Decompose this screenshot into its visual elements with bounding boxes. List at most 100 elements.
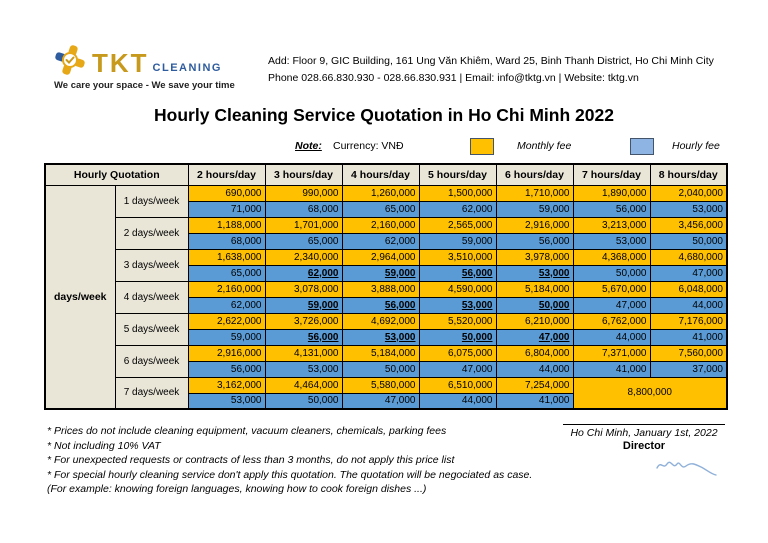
hourly-fee-cell: 62,000 [418,200,497,218]
hourly-fee-cell: 47,000 [572,296,651,314]
monthly-fee-cell: 6,210,000 [495,312,574,330]
company-address: Add: Floor 9, GIC Building, 161 Ung Văn … [268,55,714,67]
hourly-fee-cell: 50,000 [341,360,420,378]
monthly-fee-cell: 7,371,000 [572,344,651,362]
column-header-8h: 8 hours/day [649,163,728,186]
hourly-fee-row: 59,000 56,000 53,000 50,000 47,000 44,000 41,0… [45,328,728,346]
monthly-fee-cell: 3,213,000 [572,216,651,234]
hourly-fee-cell: 56,000 [572,200,651,218]
hourly-fee-row: 71,000 68,000 65,000 62,000 59,000 56,000 53,0… [45,200,728,218]
monthly-fee-cell: 3,510,000 [418,248,497,266]
hourly-fee-cell: 50,000 [649,232,728,250]
hourly-fee-cell: 44,000 [495,360,574,378]
row-label-4-days/week: 4 days/week [114,280,189,314]
note-legend-row: Note: Currency: VNĐ Monthly fee Hourly f… [0,137,768,157]
monthly-fee-row: 4 days/week 2,160,000 3,078,000 3,888,000 4,… [45,280,728,314]
row-label-2-days/week: 2 days/week [114,216,189,250]
row-label-5-days/week: 5 days/week [114,312,189,346]
monthly-fee-cell: 690,000 [187,184,266,202]
hourly-fee-cell: 47,000 [418,360,497,378]
monthly-fee-cell: 4,692,000 [341,312,420,330]
monthly-fee-cell: 7,560,000 [649,344,728,362]
row-label-1-days/week: 1 days/week [114,184,189,218]
hourly-fee-cell: 41,000 [572,360,651,378]
hourly-fee-cell: 68,000 [264,200,343,218]
quotation-table: Hourly Quotation 2 hours/day 3 hours/day 4 … [44,163,728,410]
column-header-3h: 3 hours/day [264,163,343,186]
column-header-5h: 5 hours/day [418,163,497,186]
row-label-3-days/week: 3 days/week [114,248,189,282]
monthly-fee-cell: 1,188,000 [187,216,266,234]
hourly-fee-cell: 53,000 [341,328,420,346]
hourly-fee-cell: 59,000 [418,232,497,250]
hourly-fee-cell: 68,000 [187,232,266,250]
hourly-fee-row: 53,000 50,000 47,000 44,000 41,000 [45,392,727,410]
hourly-fee-swatch [630,138,654,155]
hourly-fee-cell: 50,000 [418,328,497,346]
monthly-fee-cell: 2,040,000 [649,184,728,202]
hourly-fee-cell: 50,000 [495,296,574,314]
monthly-fee-cell: 4,131,000 [264,344,343,362]
hourly-fee-cell: 56,000 [187,360,266,378]
monthly-fee-cell: 1,890,000 [572,184,651,202]
merged-fee-cell: 8,800,000 [572,376,728,410]
monthly-fee-cell: 4,368,000 [572,248,651,266]
monthly-fee-cell: 7,254,000 [495,376,574,394]
monthly-fee-cell: 6,510,000 [418,376,497,394]
column-header-4h: 4 hours/day [341,163,420,186]
monthly-fee-cell: 4,680,000 [649,248,728,266]
row-label-7-days/week: 7 days/week [114,376,189,410]
column-header-6h: 6 hours/day [495,163,574,186]
hourly-fee-cell: 47,000 [495,328,574,346]
monthly-fee-cell: 1,701,000 [264,216,343,234]
note-label: Note: [295,140,322,152]
hourly-fee-cell: 62,000 [341,232,420,250]
monthly-fee-cell: 2,964,000 [341,248,420,266]
brand-name: TKT [92,48,149,78]
footnote-line: * Prices do not include cleaning equipme… [47,425,447,437]
tkt-logo-icon [55,45,85,75]
footnotes: * Prices do not include cleaning equipme… [47,424,567,497]
monthly-fee-swatch [470,138,494,155]
hourly-fee-cell: 59,000 [264,296,343,314]
corner-header-cell: Hourly Quotation [44,163,189,186]
place-date: Ho Chi Minh, January 1st, 2022 [570,427,718,439]
hourly-fee-cell: 37,000 [649,360,728,378]
brand-tagline: We care your space - We save your time [54,80,235,91]
hourly-fee-cell: 53,000 [649,200,728,218]
monthly-fee-cell: 4,590,000 [418,280,497,298]
hourly-fee-cell: 44,000 [572,328,651,346]
monthly-fee-cell: 6,762,000 [572,312,651,330]
hourly-fee-cell: 59,000 [341,264,420,282]
hourly-fee-cell: 71,000 [187,200,266,218]
monthly-fee-row: days/week 1 days/week 690,000 990,000 1,260,… [44,184,728,410]
row-label-6-days/week: 6 days/week [114,344,189,378]
monthly-fee-cell: 6,804,000 [495,344,574,362]
hourly-fee-cell: 53,000 [572,232,651,250]
monthly-fee-cell: 1,260,000 [341,184,420,202]
monthly-fee-row: 5 days/week 2,622,000 3,726,000 4,692,000 5,… [45,312,728,346]
hourly-fee-cell: 53,000 [495,264,574,282]
monthly-fee-cell: 5,184,000 [495,280,574,298]
hourly-fee-cell: 53,000 [418,296,497,314]
hourly-fee-cell: 47,000 [649,264,728,282]
hourly-fee-cell: 44,000 [649,296,728,314]
footnote-line: * For unexpected requests or contracts o… [47,454,455,466]
monthly-fee-row: 6 days/week 2,916,000 4,131,000 5,184,000 6,… [45,344,728,378]
monthly-fee-cell: 5,184,000 [341,344,420,362]
footnote-line: * For special hourly cleaning service do… [47,468,533,481]
monthly-fee-cell: 3,456,000 [649,216,728,234]
hourly-fee-cell: 53,000 [264,360,343,378]
hourly-fee-cell: 62,000 [264,264,343,282]
monthly-fee-cell: 7,176,000 [649,312,728,330]
monthly-fee-cell: 6,048,000 [649,280,728,298]
hourly-fee-cell: 41,000 [649,328,728,346]
column-header-7h: 7 hours/day [572,163,651,186]
monthly-fee-cell: 2,916,000 [495,216,574,234]
monthly-fee-cell: 3,078,000 [264,280,343,298]
monthly-fee-cell: 3,726,000 [264,312,343,330]
hourly-fee-cell: 65,000 [187,264,266,282]
hourly-fee-cell: 62,000 [187,296,266,314]
hourly-fee-cell: 65,000 [264,232,343,250]
